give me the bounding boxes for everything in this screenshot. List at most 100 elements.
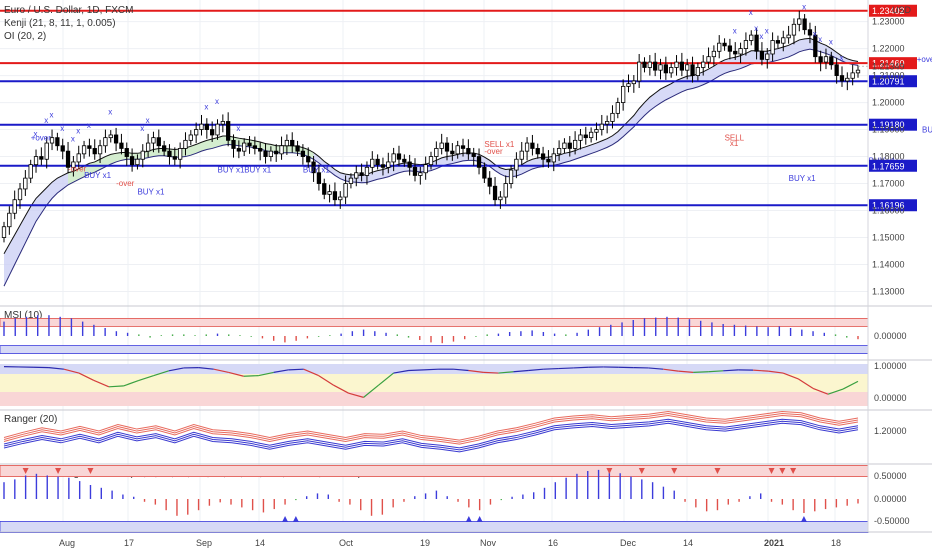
tdi-line-segment (393, 369, 409, 374)
tdi-line-segment (123, 379, 140, 387)
level-price-tag (869, 75, 917, 88)
tdi-line-segment (138, 375, 155, 381)
price-tick-label: 1.16000 (872, 206, 905, 216)
signal-label: BUY x1 (303, 166, 331, 175)
candle-body (594, 129, 599, 133)
candle-body (834, 64, 839, 76)
candle-body (786, 34, 791, 39)
level-price-label: 1.17659 (872, 161, 905, 171)
time-tick-label: 14 (683, 538, 693, 548)
tdi-line-segment (303, 368, 319, 377)
candle-body (797, 18, 802, 25)
candle-body (631, 80, 636, 85)
pane-upper-band (0, 317, 869, 327)
tdi-line-segment (363, 384, 379, 398)
candle-body (524, 142, 530, 152)
candle-body (567, 142, 572, 149)
pane-tick-label: 0.00000 (874, 331, 907, 341)
signal-label: SELL (725, 133, 745, 142)
signal-x-mark: x (215, 97, 219, 106)
signal-x-mark: x (204, 102, 208, 111)
signal-label: -over (116, 179, 135, 188)
candle-body (487, 177, 492, 187)
candle-body (76, 153, 81, 163)
candle-body (242, 142, 247, 152)
candle-body (642, 61, 647, 68)
pane-tick-label: 1.00000 (874, 361, 907, 371)
price-axis[interactable]: 1.23402 1.21460 1.20791 1.19180 1.17659 1.161… (867, 0, 917, 532)
candle-body (380, 164, 386, 168)
signal-x-mark: x (60, 124, 64, 133)
signal-triangle-down (671, 468, 678, 474)
candle-body (274, 150, 279, 155)
tdi-line-segment (378, 372, 394, 386)
signal-x-mark: x (76, 127, 80, 136)
signal-x-mark: x (236, 124, 240, 133)
currency-label: USD (892, 5, 912, 15)
signal-label: BUY x1 (137, 187, 165, 196)
candle-body (765, 53, 770, 60)
signal-label: BUY x1 (84, 171, 112, 180)
price-tick-label: 1.17000 (872, 179, 905, 189)
time-tick-label: Sep (196, 538, 212, 548)
candle-body (610, 112, 615, 122)
candle-body (855, 69, 861, 74)
time-tick-label: 16 (548, 538, 558, 548)
candle-body (412, 166, 418, 176)
tdi-line-segment (168, 367, 184, 372)
signal-x-mark: x (765, 27, 769, 36)
ranger-upper-line (3, 412, 859, 443)
signal-x-mark: x (146, 116, 150, 125)
time-axis[interactable]: Aug 17 Sep 14 Oct 19 Nov 16 Dec 14 2021 18 (0, 531, 932, 548)
oi-legend[interactable]: OI (20, 2) (4, 31, 46, 42)
candle-body (44, 142, 49, 160)
signal-label: BUY x1 (244, 166, 272, 175)
candle-body (588, 131, 594, 139)
pane-tick-label: 0.00000 (874, 494, 907, 504)
candle-body (647, 61, 652, 68)
candle-body (183, 139, 188, 149)
candle-body (49, 137, 55, 144)
signal-triangle-down (779, 468, 786, 474)
pane-tick-label: 0.00000 (874, 393, 907, 403)
tdi-line-segment (348, 392, 364, 398)
candle-body (194, 129, 199, 136)
candle-body (60, 145, 65, 152)
candle-body (754, 34, 759, 52)
candle-body (572, 139, 578, 149)
signal-label: SELL x1 (484, 140, 514, 149)
candle-body (444, 142, 450, 152)
candle-body (151, 137, 156, 144)
candle-body (492, 185, 498, 201)
candle-body (605, 121, 610, 125)
signal-label: BUY x1 (218, 166, 246, 175)
candle-body (615, 102, 620, 114)
ranger-upper-line (3, 414, 859, 445)
price-tick-label: 1.15000 (872, 233, 905, 243)
candle-body (818, 56, 823, 63)
candle-body (503, 183, 508, 198)
candle-body (530, 142, 535, 149)
candle-body (706, 56, 711, 63)
price-tick-label: 1.18000 (872, 152, 905, 162)
signal-triangle-down (55, 468, 62, 474)
candle-body (199, 123, 204, 130)
candle-body (775, 40, 781, 44)
signal-x-mark: x (71, 135, 75, 144)
tdi-line-segment (108, 385, 124, 388)
signal-label: -over (68, 164, 87, 173)
candle-body (332, 191, 338, 201)
price-tick-label: 1.13000 (872, 287, 905, 297)
tdi-line-segment (693, 371, 709, 373)
tdi-line-segment (827, 388, 844, 395)
tdi-line-segment (318, 375, 334, 386)
signal-triangle-up (465, 516, 472, 522)
signal-triangle-up (282, 516, 289, 522)
candle-body (599, 123, 604, 130)
candle-body (637, 61, 642, 82)
tdi-line-segment (528, 368, 544, 372)
last-price-label: 1.21349 (872, 62, 905, 72)
kenji-legend[interactable]: Kenji (21, 8, 11, 1, 0.005) (4, 18, 116, 29)
